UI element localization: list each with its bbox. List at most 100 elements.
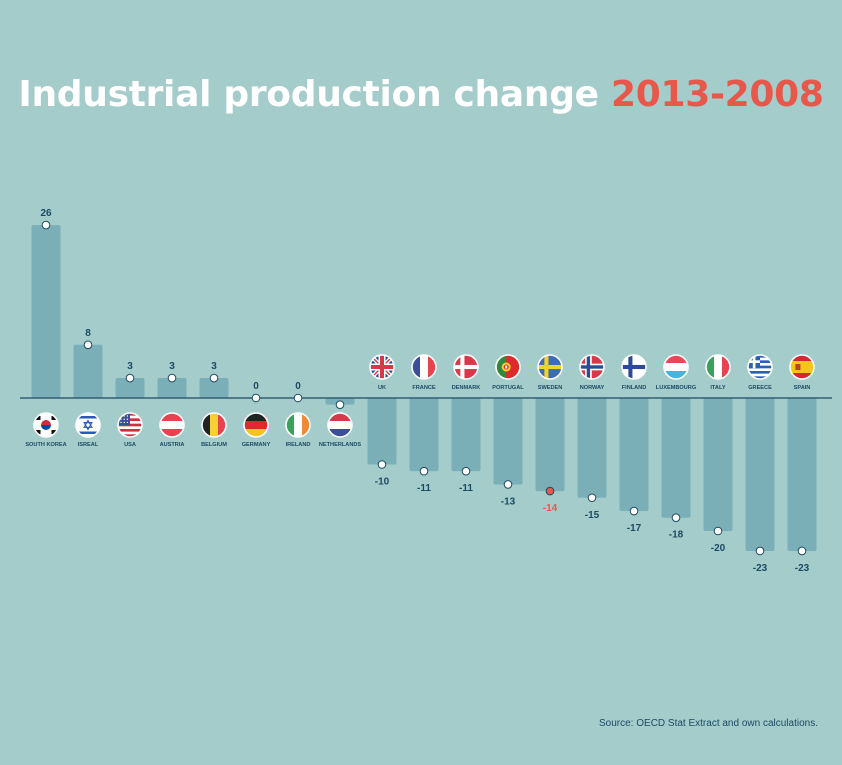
- bar-south-korea: [31, 225, 61, 398]
- flag-ring: [663, 354, 689, 380]
- value-label-germany: 0: [253, 381, 259, 392]
- bar-sweden: [535, 398, 565, 492]
- value-label-denmark: -11: [459, 483, 473, 494]
- value-marker-france: [419, 466, 429, 476]
- value-label-spain: -23: [795, 563, 810, 574]
- bar-italy: [703, 398, 733, 531]
- italy-flag-icon: [706, 355, 730, 379]
- value-label-france: -11: [417, 483, 431, 494]
- flag-ring: [327, 412, 353, 438]
- value-label-luxembourg: -18: [669, 530, 684, 541]
- category-label-isreal: ISREAL: [78, 442, 99, 448]
- category-label-south-korea: SOUTH KOREA: [25, 442, 66, 448]
- bar-isreal: [73, 344, 103, 398]
- spain-flag-icon: [790, 355, 814, 379]
- flag-ring: [537, 354, 563, 380]
- bar-portugal: [493, 398, 523, 485]
- netherlands-flag-icon: [328, 413, 352, 437]
- category-label-usa: USA: [124, 442, 136, 448]
- flag-ring: [789, 354, 815, 380]
- category-label-greece: GREECE: [748, 385, 772, 391]
- value-marker-finland: [629, 506, 639, 516]
- value-label-ireland: 0: [295, 381, 301, 392]
- value-label-portugal: -13: [501, 496, 516, 507]
- germany-flag-icon: [244, 413, 268, 437]
- category-label-germany: GERMANY: [242, 442, 271, 448]
- title-accent: 2013-2008: [611, 74, 824, 115]
- category-label-spain: SPAIN: [794, 385, 811, 391]
- flag-ring: [117, 412, 143, 438]
- category-label-belgium: BELGIUM: [201, 442, 227, 448]
- category-label-sweden: SWEDEN: [538, 385, 563, 391]
- value-marker-belgium: [209, 373, 219, 383]
- category-label-italy: ITALY: [710, 385, 725, 391]
- value-marker-netherlands: [335, 400, 345, 409]
- flag-ring: [453, 354, 479, 380]
- value-label-greece: -23: [753, 563, 768, 574]
- bar-greece: [745, 398, 775, 551]
- flag-ring: [579, 354, 605, 380]
- austria-flag-icon: [160, 413, 184, 437]
- category-label-ireland: IRELAND: [286, 442, 311, 448]
- chart-title: Industrial production change 2013-2008: [0, 74, 842, 115]
- value-label-norway: -15: [585, 510, 600, 521]
- category-label-netherlands: NETHERLANDS: [319, 442, 362, 448]
- value-marker-ireland: [293, 393, 303, 403]
- flag-ring: [747, 354, 773, 380]
- flag-ring: [411, 354, 437, 380]
- category-label-finland: FINLAND: [622, 385, 647, 391]
- value-marker-spain: [797, 546, 807, 556]
- value-marker-isreal: [83, 340, 93, 350]
- value-label-isreal: 8: [85, 328, 91, 339]
- bar-usa: [115, 378, 145, 398]
- flag-ring: [201, 412, 227, 438]
- bar-finland: [619, 398, 649, 512]
- value-label-uk: -10: [375, 477, 390, 488]
- category-label-portugal: PORTUGAL: [492, 385, 524, 391]
- value-label-austria: 3: [169, 361, 175, 372]
- value-marker-luxembourg: [671, 513, 681, 523]
- value-marker-norway: [587, 493, 597, 503]
- flag-ring: [705, 354, 731, 380]
- bar-austria: [157, 378, 187, 398]
- source-note: Source: OECD Stat Extract and own calcul…: [599, 718, 818, 729]
- value-marker-south-korea: [41, 220, 51, 230]
- value-marker-uk: [377, 460, 387, 469]
- bar-norway: [577, 398, 607, 498]
- category-label-uk: UK: [378, 385, 386, 391]
- flag-ring: [159, 412, 185, 438]
- category-label-france: FRANCE: [412, 385, 436, 391]
- france-flag-icon: [412, 355, 436, 379]
- bar-spain: [787, 398, 817, 551]
- category-label-luxembourg: LUXEMBOURG: [656, 385, 696, 391]
- value-label-italy: -20: [711, 543, 726, 554]
- bar-denmark: [451, 398, 481, 472]
- category-label-denmark: DENMARK: [452, 385, 481, 391]
- flag-ring: [75, 412, 101, 438]
- value-label-sweden: -14: [543, 503, 558, 514]
- south-korea-flag-icon: [34, 413, 58, 437]
- flag-ring: [369, 354, 395, 380]
- flag-ring: [621, 354, 647, 380]
- category-label-norway: NORWAY: [580, 385, 605, 391]
- flag-ring: [33, 412, 59, 438]
- bar-belgium: [199, 378, 229, 398]
- value-marker-italy: [713, 526, 723, 536]
- value-label-usa: 3: [127, 361, 133, 372]
- flag-ring: [285, 412, 311, 438]
- value-marker-denmark: [461, 466, 471, 476]
- flag-ring: [495, 354, 521, 380]
- belgium-flag-icon: [202, 413, 226, 437]
- bar-luxembourg: [661, 398, 691, 518]
- category-label-austria: AUSTRIA: [160, 442, 185, 448]
- bar-uk: [367, 398, 397, 465]
- value-marker-sweden: [545, 486, 555, 496]
- value-label-belgium: 3: [211, 361, 217, 372]
- value-marker-austria: [167, 373, 177, 383]
- flag-ring: [243, 412, 269, 438]
- luxembourg-flag-icon: [664, 355, 688, 379]
- value-label-finland: -17: [627, 523, 642, 534]
- value-marker-portugal: [503, 480, 513, 489]
- bar-france: [409, 398, 439, 472]
